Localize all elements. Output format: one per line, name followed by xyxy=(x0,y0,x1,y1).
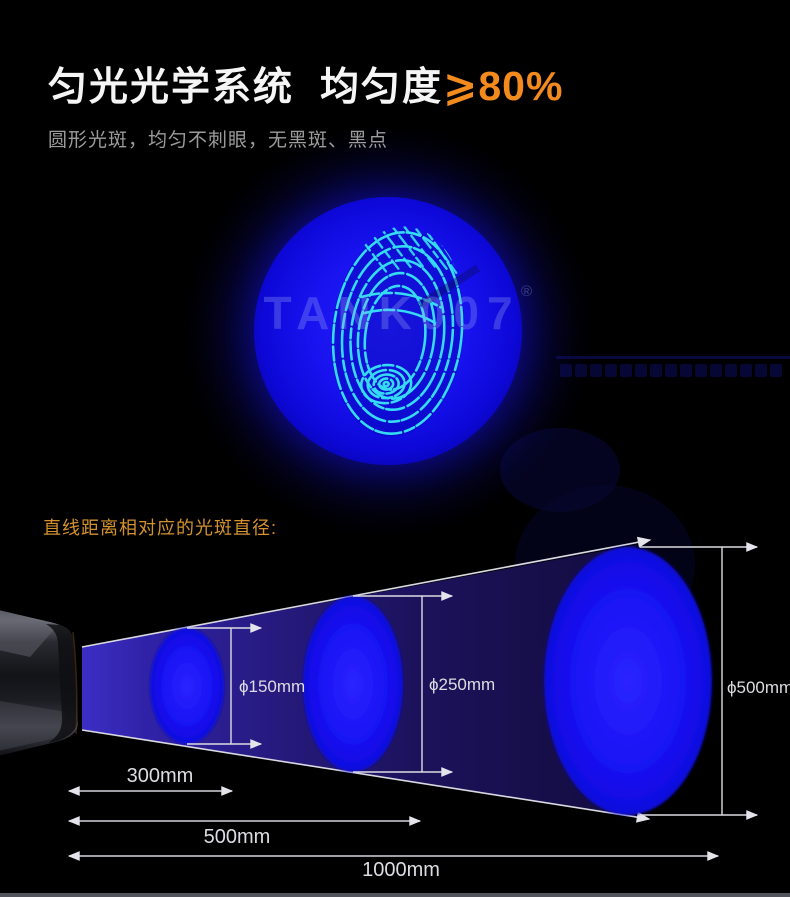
uv-spot-photo: TANK007 ® xyxy=(176,119,600,543)
beam-edge-bottom xyxy=(81,729,651,823)
diameter-label-150mm: ϕ150mm xyxy=(239,677,305,696)
dimension-150mm xyxy=(187,623,263,749)
watermark-lightning xyxy=(417,264,481,309)
diagram-caption: 直线距离相对应的光斑直径: xyxy=(43,518,277,538)
watermark-text: TANK007 xyxy=(263,287,520,339)
diameter-label-250mm: ϕ250mm xyxy=(429,675,495,694)
distance-label-500mm: 500mm xyxy=(204,826,271,848)
flashlight-bezel xyxy=(46,624,78,743)
section-divider xyxy=(0,893,790,897)
page-title: 匀光光学系统 均匀度⩾80% xyxy=(48,56,563,112)
flashlight-facet-top xyxy=(0,613,58,657)
distance-label-300mm: 300mm xyxy=(127,765,194,787)
light-spot-150mm xyxy=(150,628,224,744)
distance-label-1000mm: 1000mm xyxy=(362,859,440,881)
background-faint-keyboard xyxy=(560,364,782,377)
fingerprint xyxy=(331,225,465,437)
flashlight-facet-bottom xyxy=(0,701,66,751)
subtitle: 圆形光斑，均匀不刺眼，无黑斑、黑点 xyxy=(48,130,389,151)
title-text-uniformity: 均匀度 xyxy=(320,66,444,109)
background-faint-edge xyxy=(556,356,790,359)
diameter-label-500mm: ϕ500mm xyxy=(727,678,790,697)
flashlight-rim-light xyxy=(72,631,78,735)
headline-block: 匀光光学系统 均匀度⩾80% 圆形光斑，均匀不刺眼，无黑斑、黑点 xyxy=(48,56,563,152)
title-accent-value: ⩾80% xyxy=(443,63,564,109)
beam-edge-top xyxy=(81,536,652,648)
beam-diagram: ϕ150mm ϕ250mm ϕ500mm 300mm 500mm 1000mm xyxy=(0,536,790,881)
flashlight xyxy=(0,610,78,756)
light-spot-250mm xyxy=(303,596,403,772)
dimension-250mm xyxy=(353,591,454,777)
brand-watermark: TANK007 ® xyxy=(263,264,532,339)
watermark-registered-mark: ® xyxy=(521,283,532,300)
uv-spot-circle xyxy=(254,197,522,465)
light-spot-500mm xyxy=(544,547,712,815)
title-text-main: 匀光光学系统 xyxy=(48,66,295,109)
dimension-500mm xyxy=(640,542,759,820)
